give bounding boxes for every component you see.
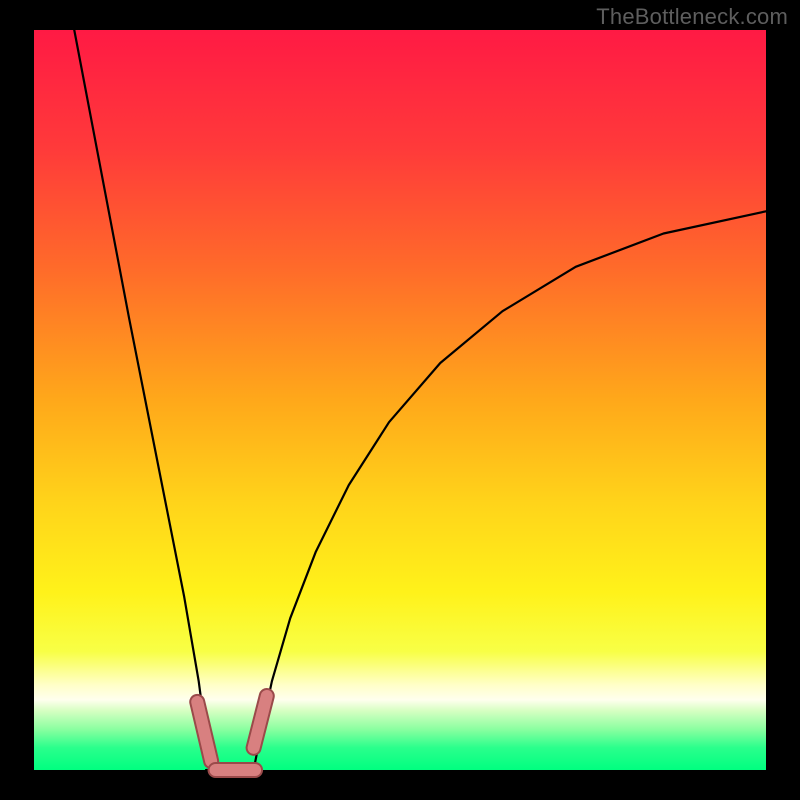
chart-canvas: TheBottleneck.com [0,0,800,800]
chart-svg [0,0,800,800]
